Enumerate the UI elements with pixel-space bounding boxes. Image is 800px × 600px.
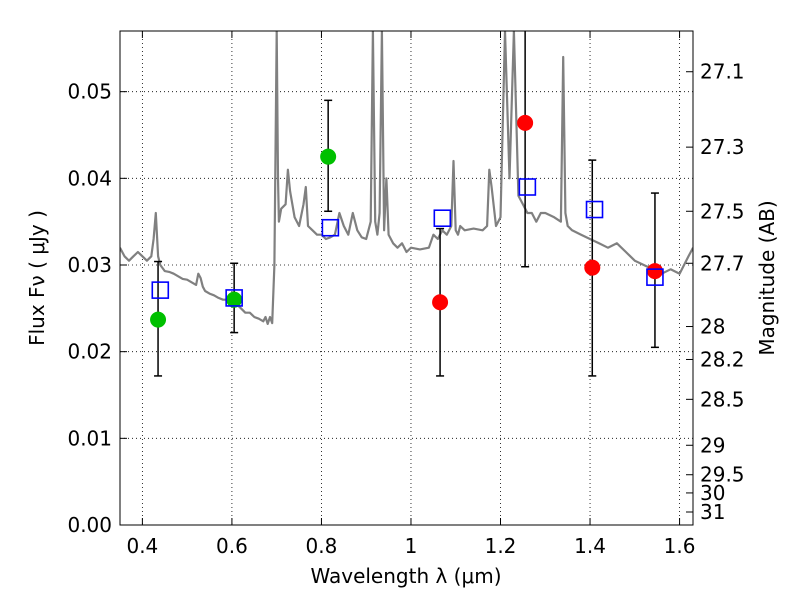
x-tick-label: 1.4 [574,534,606,558]
y2-tick-label: 29.5 [700,463,745,487]
y2-tick-label: 30 [700,481,725,505]
y2-tick-label: 27.7 [700,251,745,275]
plot-frame [119,30,694,526]
y2-axis-label: Magnitude (AB) [755,200,779,355]
y2-tick-label: 27.1 [700,60,745,84]
model-photometry-square [321,218,340,237]
y2-tick-label: 28 [700,315,725,339]
model-photometry-square [518,178,537,196]
data-point-green [150,311,167,328]
model-photometry-square [225,289,243,307]
y-tick-label: 0.03 [67,253,112,277]
model-spectrum-line [120,31,693,325]
data-point-red [646,263,663,280]
data-point-green [320,148,337,165]
model-spectrum-layer [120,31,693,325]
x-tick-label: 1 [405,534,418,558]
y2-tick-label: 27.3 [700,135,745,159]
x-axis-label: Wavelength λ (μm) [310,564,501,588]
x-tick-label: 0.8 [306,534,338,558]
x-tick-label: 1.6 [664,534,696,558]
point-layer [150,114,664,328]
data-point-red [584,259,601,276]
y-axis-label: Flux Fν ( μJy ) [25,210,49,346]
errorbar [521,31,530,268]
y2-tick-label: 31 [700,500,725,524]
y-tick-label: 0.05 [67,80,112,104]
x-tick-label: 0.4 [126,534,158,558]
model-photometry-square [151,281,170,299]
y-tick-label: 0.01 [67,426,112,450]
y2-tick-label: 28.5 [700,387,745,411]
y-tick-label: 0.00 [67,513,112,537]
grid [120,31,693,525]
model-photometry-square [433,209,452,227]
errorbar-layer [154,31,659,377]
y-tick-label: 0.02 [67,340,112,364]
y2-tick-label: 27.5 [700,199,745,223]
data-point-red [517,114,534,131]
x-tick-label: 0.6 [216,534,248,558]
data-point-green [226,291,243,308]
x-tick-label: 1.2 [485,534,517,558]
y-tick-label: 0.04 [67,166,112,190]
model-photometry-square [585,200,604,219]
y2-tick-label: 28.2 [700,347,745,371]
tick-layer: 0.4 0.6 0.8 1 1.2 1.4 1.6 0.00 0.01 0.02 0.03 0.04 0… [67,31,745,558]
data-point-red [432,294,449,311]
model-photometry-square [646,268,664,286]
y2-tick-label: 29 [700,433,725,457]
